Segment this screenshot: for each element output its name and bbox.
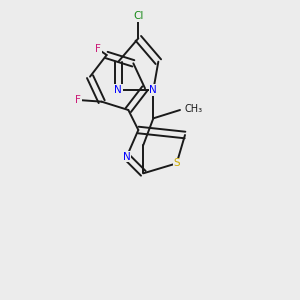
Text: S: S	[173, 158, 180, 168]
Text: Cl: Cl	[133, 11, 143, 21]
Text: F: F	[75, 95, 81, 105]
Text: N: N	[115, 85, 122, 95]
Text: F: F	[95, 44, 101, 54]
Text: N: N	[149, 85, 157, 95]
Text: N: N	[123, 152, 130, 162]
Text: CH₃: CH₃	[184, 103, 202, 113]
